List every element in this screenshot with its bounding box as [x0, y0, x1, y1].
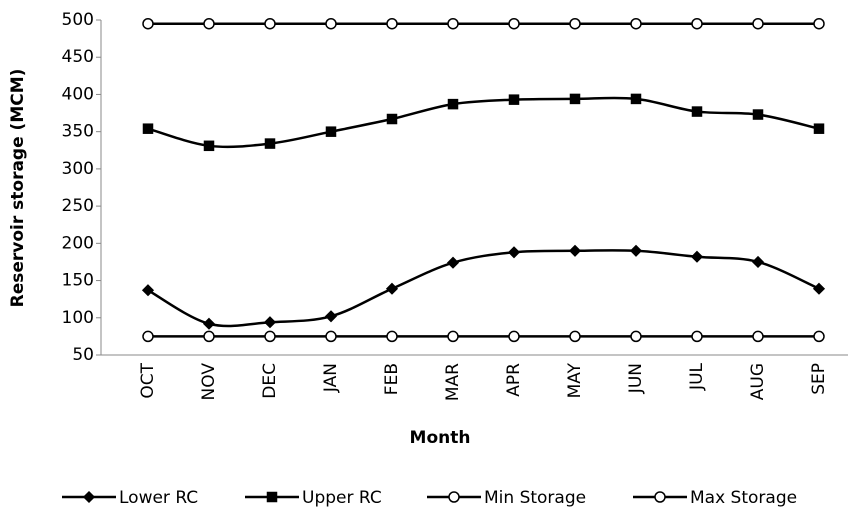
legend-label: Upper RC — [302, 488, 382, 508]
y-tick-label: 500 — [62, 10, 94, 30]
data-point — [691, 106, 703, 117]
x-tick-label: APR — [504, 363, 524, 397]
series-line — [147, 249, 820, 328]
y-tick-label: 400 — [62, 84, 94, 104]
data-point — [386, 113, 398, 125]
y-tick-label: 450 — [62, 47, 94, 67]
x-tick-label: MAY — [565, 362, 585, 398]
y-tick-label: 100 — [62, 308, 94, 328]
y-tick-label: 350 — [62, 122, 94, 142]
data-point — [813, 17, 825, 30]
data-point — [568, 244, 582, 257]
data-point — [630, 330, 642, 343]
x-tick-label: DEC — [260, 363, 280, 399]
data-point — [386, 330, 398, 343]
x-tick-label: OCT — [138, 362, 158, 398]
data-point — [508, 17, 520, 30]
data-point — [508, 94, 520, 105]
data-point — [569, 330, 581, 343]
y-tick-label: 150 — [62, 271, 94, 291]
data-point — [752, 330, 764, 343]
data-point — [385, 282, 399, 295]
data-point — [447, 17, 459, 30]
data-point — [203, 140, 215, 152]
data-point — [142, 330, 154, 343]
data-point — [630, 17, 642, 30]
legend-label: Lower RC — [119, 488, 198, 508]
legend-marker — [82, 490, 96, 504]
data-point — [141, 284, 155, 297]
data-point — [325, 330, 337, 343]
data-point — [264, 17, 276, 30]
legend-label: Max Storage — [690, 488, 797, 508]
data-point — [202, 317, 216, 330]
legend-marker — [266, 491, 278, 503]
x-tick-label: JUL — [687, 362, 707, 390]
data-point — [569, 93, 581, 105]
data-point — [447, 98, 459, 110]
data-point — [264, 138, 276, 149]
data-point — [752, 109, 764, 120]
legend-marker — [448, 491, 460, 503]
data-point — [264, 330, 276, 343]
data-point — [263, 316, 277, 329]
data-point — [386, 17, 398, 30]
y-tick-label: 300 — [62, 159, 94, 179]
data-point — [630, 93, 642, 105]
data-point — [569, 17, 581, 30]
data-point — [691, 330, 703, 343]
data-point — [324, 310, 338, 323]
data-point — [142, 123, 154, 134]
y-tick-label: 250 — [62, 196, 94, 216]
x-axis-title: Month — [410, 428, 471, 448]
data-point — [813, 330, 825, 343]
x-tick-label: FEB — [382, 363, 402, 395]
data-point — [142, 17, 154, 30]
data-point — [325, 126, 337, 137]
data-point — [813, 123, 825, 134]
data-point — [203, 330, 215, 343]
x-tick-label: SEP — [809, 363, 829, 395]
x-tick-label: AUG — [748, 363, 768, 400]
data-point — [507, 246, 521, 259]
data-point — [812, 282, 826, 295]
x-tick-label: MAR — [443, 363, 463, 401]
data-point — [690, 250, 704, 263]
y-tick-label: 50 — [72, 345, 94, 365]
data-point — [629, 244, 643, 257]
x-tick-label: NOV — [199, 363, 219, 401]
series-line — [147, 96, 820, 149]
data-point — [203, 17, 215, 30]
data-point — [446, 256, 460, 269]
y-axis-title: Reservoir storage (MCM) — [8, 69, 28, 308]
x-tick-label: JUN — [626, 363, 646, 394]
data-point — [752, 17, 764, 30]
y-tick-label: 200 — [62, 233, 94, 253]
data-point — [325, 17, 337, 30]
data-point — [508, 330, 520, 343]
x-tick-label: JAN — [321, 363, 341, 393]
legend-label: Min Storage — [484, 488, 586, 508]
data-point — [691, 17, 703, 30]
legend-marker — [654, 491, 666, 503]
data-point — [447, 330, 459, 343]
data-point — [751, 255, 765, 269]
